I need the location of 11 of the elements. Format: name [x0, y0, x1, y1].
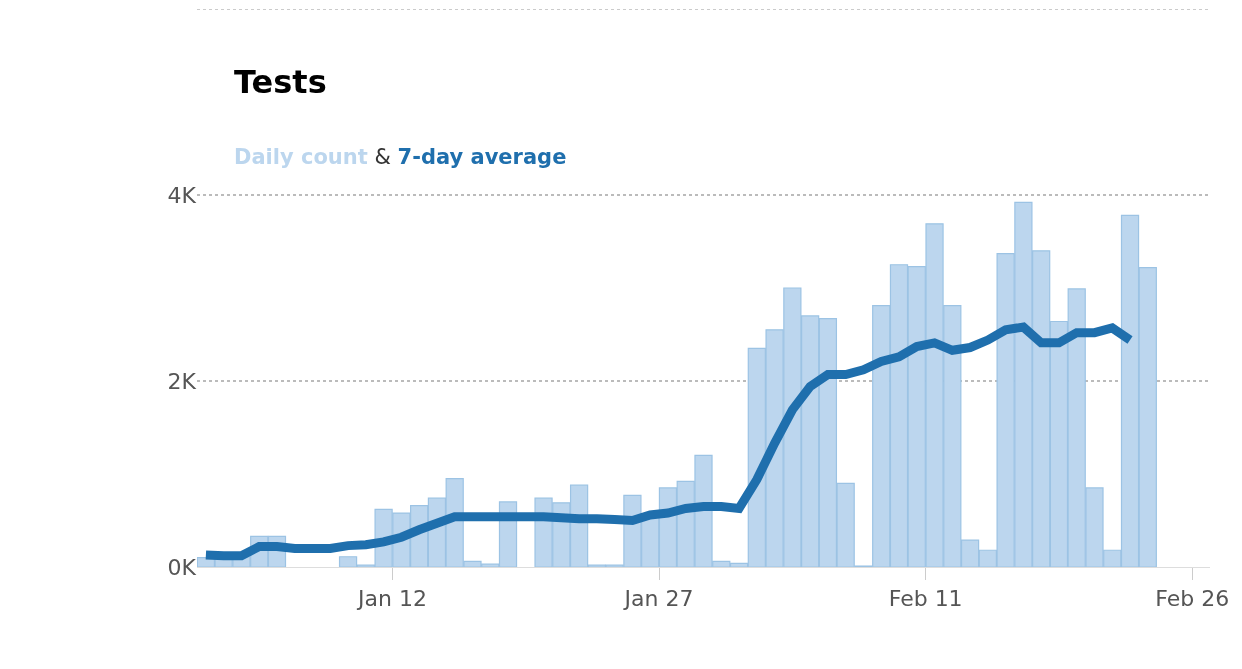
y-tick-label: 0K — [167, 554, 197, 580]
x-tick-label: Jan 27 — [622, 586, 694, 612]
text: Tests — [234, 63, 327, 101]
x-tick-label: Feb 26 — [1155, 586, 1230, 612]
x-tick-label: Jan 12 — [356, 586, 427, 612]
annotation: & — [374, 145, 391, 169]
y-tick-label: 4K — [167, 182, 197, 208]
y-tick-label: 2K — [167, 368, 197, 394]
text: Daily count — [234, 145, 368, 169]
text: 7-day average — [397, 145, 567, 169]
x-tick-label: Feb 11 — [888, 586, 963, 612]
